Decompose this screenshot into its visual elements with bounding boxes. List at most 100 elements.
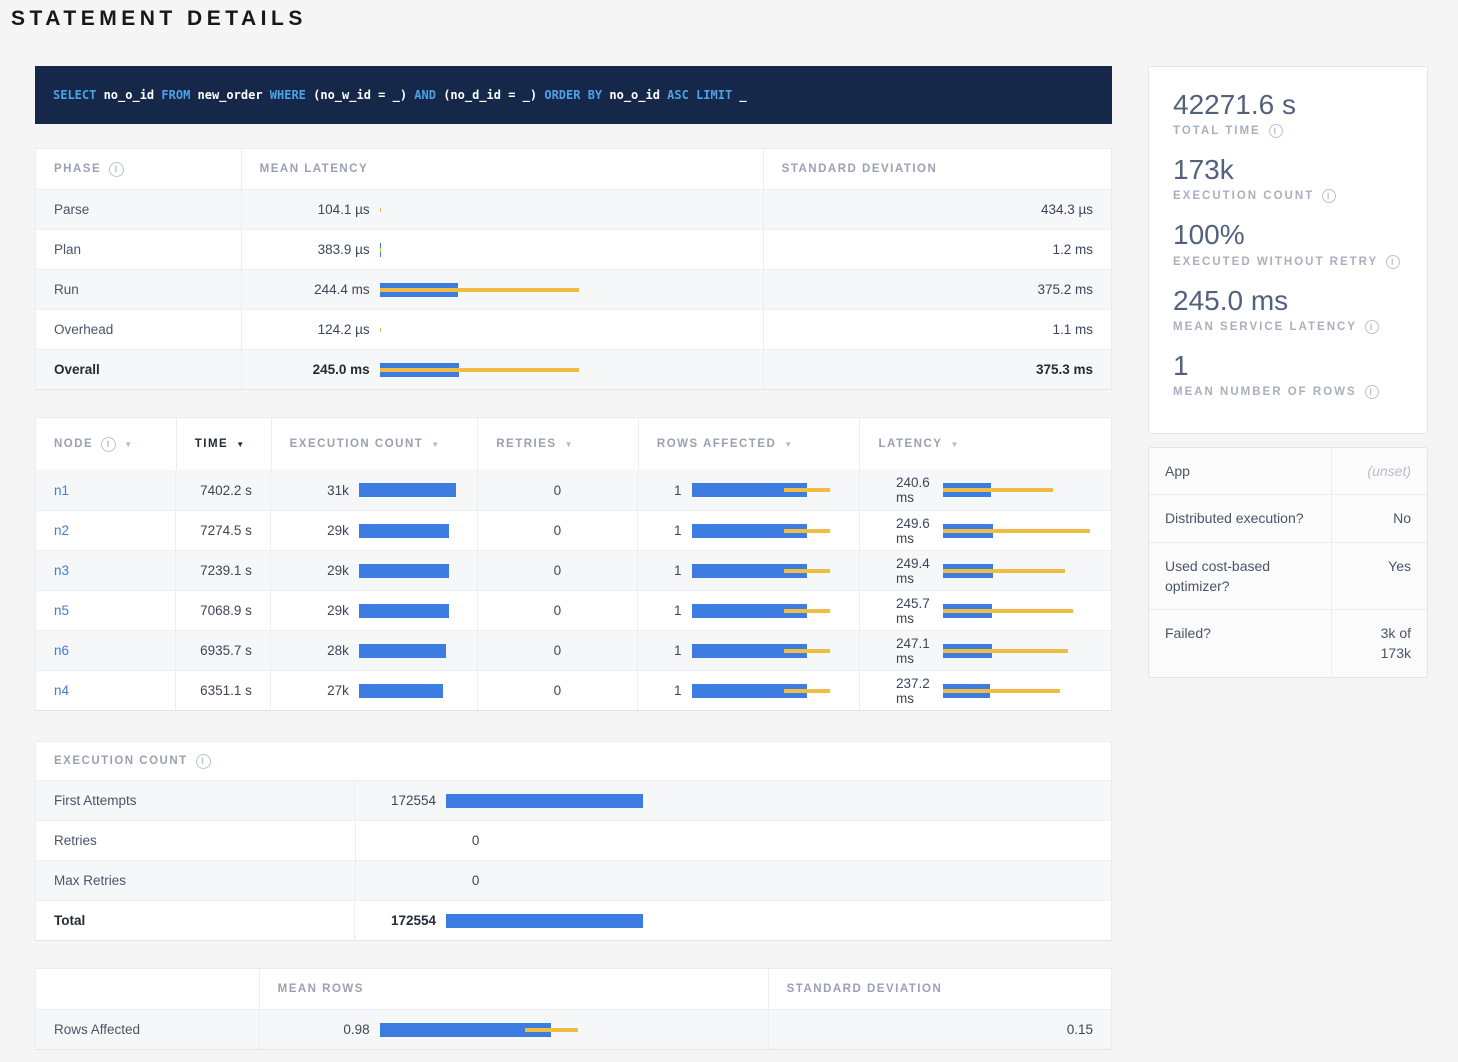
detail-value: No — [1393, 510, 1411, 527]
std-dev-value: 434.3 µs — [762, 190, 1111, 229]
sort-desc-icon[interactable]: ▼ — [784, 439, 794, 449]
info-icon[interactable]: i — [195, 753, 211, 769]
phase-label: Overhead — [54, 322, 114, 337]
node-table: NODE i ▼ TIME ▼ EXECUTION COUNT ▼ RETRIE… — [35, 417, 1112, 711]
detail-label: App — [1149, 447, 1332, 495]
exec-row-label: First Attempts — [54, 793, 137, 808]
sort-desc-icon[interactable]: ▼ — [431, 439, 441, 449]
rows-affected-value: 1 — [674, 603, 682, 618]
stat-value: 173k — [1173, 154, 1234, 186]
info-icon[interactable]: i — [1364, 319, 1379, 334]
info-icon[interactable]: i — [109, 161, 125, 177]
latency-bar — [379, 282, 580, 297]
exec-count-value: 29k — [327, 603, 349, 618]
table-row: Overhead 124.2 µs 1.1 ms — [36, 309, 1111, 349]
detail-label: Used cost-based optimizer? — [1149, 542, 1332, 610]
table-row: First Attempts 172554 — [36, 780, 1111, 820]
info-icon[interactable]: i — [1364, 384, 1379, 399]
latency-value: 249.4 ms — [896, 555, 930, 586]
node-link[interactable]: n2 — [54, 523, 70, 538]
phase-table-header: PHASE i MEAN LATENCY STANDARD DEVIATION — [36, 149, 1111, 189]
exec-count-value: 29k — [327, 563, 349, 578]
node-column-header[interactable]: NODE i ▼ — [54, 436, 134, 452]
table-row: Parse 104.1 µs 434.3 µs — [36, 189, 1111, 229]
time-value: 7068.9 s — [175, 591, 270, 630]
statement-details-card: App (unset) Distributed execution? No Us… — [1148, 446, 1428, 678]
exec-count-value: 172554 — [391, 913, 437, 928]
rows-bar — [379, 1022, 585, 1037]
std-dev-value: 1.1 ms — [762, 310, 1111, 349]
latency-bar — [943, 683, 1093, 698]
stat-mean-number-of-rows: 1 MEAN NUMBER OF ROWS i — [1173, 350, 1403, 399]
phase-label: Parse — [54, 202, 90, 217]
table-row: Retries 0 — [36, 820, 1111, 860]
exec-row-label: Max Retries — [54, 873, 127, 888]
detail-row-distributed-execution: Distributed execution? No — [1149, 494, 1427, 542]
mean-latency-value: 124.2 µs — [317, 322, 370, 337]
time-value: 6351.1 s — [175, 671, 270, 710]
latency-bar — [943, 483, 1093, 497]
phase-label: Overall — [54, 362, 100, 377]
exec-count-value: 172554 — [391, 793, 437, 808]
main-content: SELECT no_o_id FROM new_order WHERE (no_… — [35, 66, 1112, 1050]
count-bar — [446, 913, 1096, 928]
count-bar — [358, 523, 459, 538]
stat-value: 100% — [1173, 219, 1245, 251]
rows-bar — [691, 603, 842, 618]
stat-execution-count: 173k EXECUTION COUNT i — [1173, 154, 1403, 204]
std-dev-value: 375.3 ms — [762, 350, 1111, 389]
retries-value: 0 — [476, 631, 637, 670]
info-icon[interactable]: i — [1386, 254, 1401, 269]
sort-desc-icon[interactable]: ▼ — [236, 439, 246, 449]
table-row: n3 7239.1 s 29k 0 1 249.4 ms — [36, 550, 1111, 590]
sql-statement: SELECT no_o_id FROM new_order WHERE (no_… — [53, 88, 747, 102]
sort-desc-icon[interactable]: ▼ — [950, 439, 960, 449]
latency-bar — [943, 603, 1093, 618]
node-link[interactable]: n1 — [54, 482, 70, 498]
rows-bar — [691, 643, 842, 658]
count-bar — [358, 603, 459, 618]
rows-std-value: 0.15 — [767, 1010, 1111, 1049]
execution-count-title: EXECUTION COUNT i — [36, 742, 229, 780]
info-icon[interactable]: i — [1268, 124, 1283, 139]
exec-row-label: Retries — [54, 833, 97, 848]
retries-value: 0 — [476, 551, 637, 590]
std-dev-value: 1.2 ms — [762, 230, 1111, 269]
latency-bar — [943, 563, 1093, 578]
detail-value: Yes — [1388, 557, 1411, 574]
retries-value: 0 — [476, 470, 637, 510]
node-link[interactable]: n5 — [54, 603, 70, 618]
latency-value: 240.6 ms — [896, 475, 930, 505]
rows-affected-table-header: MEAN ROWS STANDARD DEVIATION — [36, 969, 1111, 1009]
info-icon[interactable]: i — [101, 436, 117, 452]
summary-sidebar: 42271.6 s TOTAL TIME i 173k EXECUTION CO… — [1148, 66, 1428, 678]
time-value: 7274.5 s — [175, 511, 270, 550]
retries-column-header[interactable]: RETRIES ▼ — [477, 418, 638, 470]
mean-rows-value: 0.98 — [343, 1022, 370, 1037]
detail-row-failed: Failed? 3k of 173k — [1149, 609, 1427, 677]
latency-bar — [943, 523, 1093, 538]
exec-count-value: 0 — [471, 833, 480, 848]
sort-desc-icon[interactable]: ▼ — [124, 439, 134, 449]
latency-bar — [379, 242, 580, 257]
table-row: Total 172554 — [36, 900, 1111, 940]
stat-total-time: 42271.6 s TOTAL TIME i — [1173, 89, 1403, 139]
execution-count-column-header[interactable]: EXECUTION COUNT ▼ — [270, 418, 478, 470]
info-icon[interactable]: i — [1322, 189, 1337, 204]
node-link[interactable]: n4 — [54, 683, 70, 698]
rows-affected-column-header[interactable]: ROWS AFFECTED ▼ — [637, 418, 860, 470]
latency-column-header[interactable]: LATENCY ▼ — [859, 418, 1111, 470]
rows-affected-value: 1 — [674, 643, 682, 658]
latency-value: 237.2 ms — [896, 675, 930, 706]
sort-desc-icon[interactable]: ▼ — [564, 439, 574, 449]
phase-table: PHASE i MEAN LATENCY STANDARD DEVIATION … — [35, 148, 1112, 390]
time-column-header[interactable]: TIME ▼ — [175, 418, 271, 470]
node-link[interactable]: n3 — [54, 563, 70, 578]
phase-header-label: PHASE — [54, 163, 102, 175]
rows-bar — [691, 523, 842, 538]
node-link[interactable]: n6 — [54, 643, 70, 658]
retries-value: 0 — [476, 591, 637, 630]
stat-value: 42271.6 s — [1173, 89, 1296, 120]
rows-affected-value: 1 — [674, 563, 682, 578]
mean-latency-value: 245.0 ms — [312, 362, 370, 377]
